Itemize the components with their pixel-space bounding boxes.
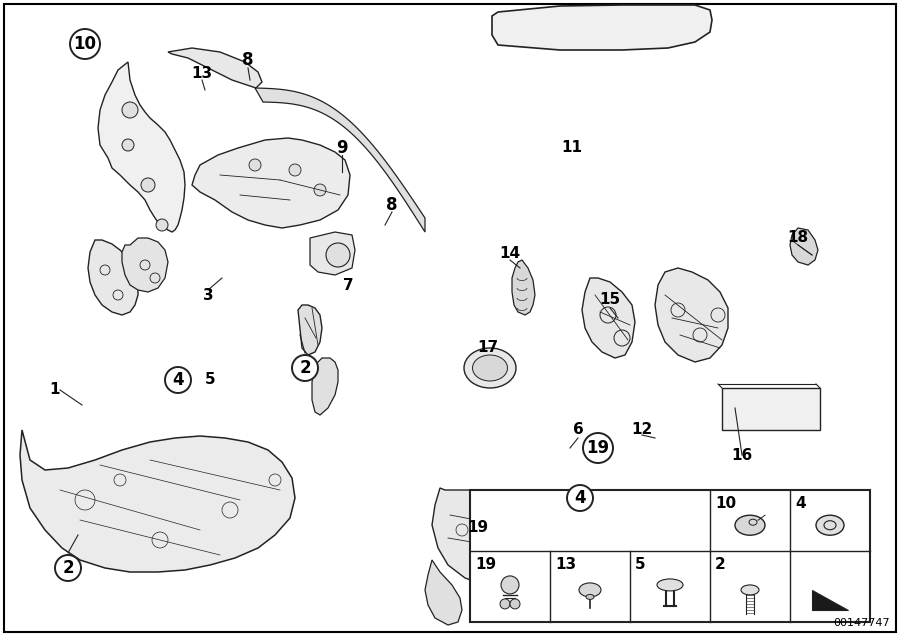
Circle shape: [55, 555, 81, 581]
Polygon shape: [122, 238, 168, 292]
Text: 4: 4: [795, 496, 806, 511]
Text: 8: 8: [242, 51, 254, 69]
Polygon shape: [492, 5, 712, 50]
Text: 16: 16: [732, 448, 752, 462]
Text: 4: 4: [172, 371, 184, 389]
Circle shape: [583, 433, 613, 463]
Polygon shape: [88, 240, 138, 315]
Circle shape: [501, 576, 519, 594]
Polygon shape: [432, 488, 562, 588]
Text: 7: 7: [343, 277, 354, 293]
Text: 00147747: 00147747: [833, 618, 890, 628]
Ellipse shape: [657, 579, 683, 591]
Polygon shape: [655, 268, 728, 362]
Text: 19: 19: [467, 520, 489, 536]
Text: 12: 12: [632, 422, 652, 438]
Circle shape: [289, 164, 301, 176]
Circle shape: [156, 219, 168, 231]
Ellipse shape: [586, 595, 594, 599]
Circle shape: [292, 355, 318, 381]
Polygon shape: [582, 278, 635, 358]
Ellipse shape: [816, 515, 844, 536]
Polygon shape: [512, 260, 535, 315]
Circle shape: [567, 485, 593, 511]
Ellipse shape: [464, 348, 516, 388]
Circle shape: [500, 599, 510, 609]
Ellipse shape: [472, 355, 508, 381]
Text: 2: 2: [62, 559, 74, 577]
Polygon shape: [20, 430, 295, 572]
Circle shape: [326, 243, 350, 267]
Circle shape: [249, 159, 261, 171]
Polygon shape: [812, 590, 848, 610]
Circle shape: [70, 29, 100, 59]
Polygon shape: [168, 48, 262, 88]
Text: 4: 4: [574, 489, 586, 507]
Text: 15: 15: [599, 293, 621, 307]
Text: 19: 19: [475, 556, 496, 572]
Circle shape: [165, 367, 191, 393]
Polygon shape: [310, 232, 355, 275]
Polygon shape: [192, 138, 350, 228]
Text: 2: 2: [299, 359, 310, 377]
Text: 10: 10: [715, 496, 736, 511]
Polygon shape: [312, 358, 338, 415]
Text: 8: 8: [386, 196, 398, 214]
Ellipse shape: [579, 583, 601, 597]
Text: 19: 19: [587, 439, 609, 457]
Bar: [470, 490, 870, 622]
Polygon shape: [790, 228, 818, 265]
Text: 3: 3: [202, 287, 213, 303]
Text: 18: 18: [788, 230, 808, 245]
Circle shape: [510, 599, 520, 609]
Text: 13: 13: [555, 556, 576, 572]
Text: 2: 2: [715, 556, 725, 572]
Text: 6: 6: [572, 422, 583, 438]
Text: 14: 14: [500, 247, 520, 261]
Ellipse shape: [741, 585, 759, 595]
Polygon shape: [255, 88, 425, 232]
Text: 5: 5: [635, 556, 645, 572]
Text: 10: 10: [74, 35, 96, 53]
Text: 9: 9: [337, 139, 347, 157]
Circle shape: [141, 178, 155, 192]
Polygon shape: [425, 560, 462, 625]
Ellipse shape: [735, 515, 765, 536]
Text: 5: 5: [204, 373, 215, 387]
Circle shape: [314, 184, 326, 196]
Circle shape: [122, 102, 138, 118]
Text: 13: 13: [192, 67, 212, 81]
Polygon shape: [98, 62, 185, 232]
Text: 17: 17: [477, 340, 499, 356]
Bar: [722, 388, 820, 430]
Text: 11: 11: [562, 141, 582, 155]
Circle shape: [122, 139, 134, 151]
Text: 1: 1: [50, 382, 60, 398]
Polygon shape: [298, 305, 322, 355]
